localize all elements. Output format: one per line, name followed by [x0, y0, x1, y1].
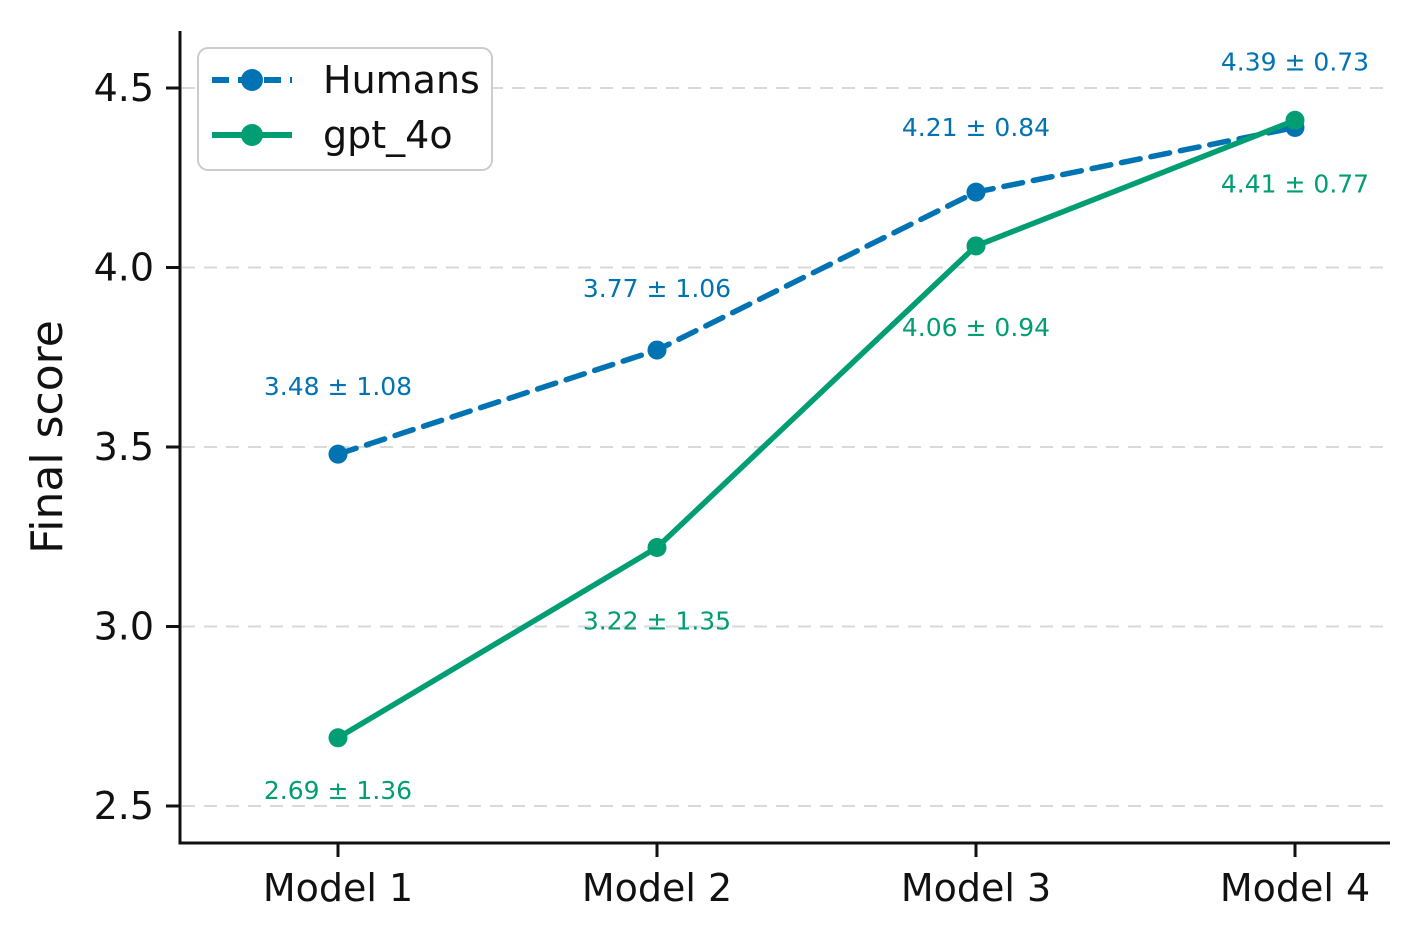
- data-point-gpt_4o: [966, 236, 986, 256]
- data-point-gpt_4o: [647, 538, 667, 558]
- legend-item-gpt-4o: gpt_4o: [212, 113, 453, 157]
- y-tick-label: 2.5: [94, 784, 154, 828]
- point-label-gpt_4o: 3.22 ± 1.35: [583, 607, 731, 636]
- point-label-humans: 4.21 ± 0.84: [902, 113, 1050, 142]
- y-tick-label: 3.5: [94, 425, 154, 469]
- y-tick-label: 3.0: [94, 605, 154, 649]
- plot-area: 2.5 3.0 3.5 4.0 4.5 Model 1 Model 2 Model 3 Mode…: [94, 31, 1390, 910]
- y-tick-label: 4.0: [94, 246, 154, 290]
- x-tick-label: Model 2: [582, 866, 732, 910]
- point-label-humans: 3.77 ± 1.06: [583, 274, 731, 303]
- series-line-gpt_4o: [335, 117, 1298, 741]
- x-tick-label: Model 4: [1220, 866, 1370, 910]
- legend-label-gpt-4o: gpt_4o: [323, 113, 453, 157]
- data-point-gpt_4o: [328, 728, 348, 748]
- data-point-humans: [966, 182, 986, 202]
- data-point-gpt_4o: [1285, 110, 1305, 130]
- x-tick-label: Model 1: [263, 866, 413, 910]
- legend: Humans gpt_4o: [197, 47, 493, 171]
- legend-label-humans: Humans: [323, 58, 480, 102]
- legend-item-humans: Humans: [212, 58, 480, 102]
- y-tick-label: 4.5: [94, 66, 154, 110]
- point-label-humans: 3.48 ± 1.08: [264, 372, 412, 401]
- point-label-humans: 4.39 ± 0.73: [1221, 47, 1369, 76]
- legend-marker-gpt-4o-icon: [241, 124, 263, 146]
- x-tick-label: Model 3: [901, 866, 1051, 910]
- data-point-humans: [647, 340, 667, 360]
- data-point-humans: [328, 444, 348, 464]
- point-label-gpt_4o: 4.41 ± 0.77: [1221, 169, 1369, 198]
- y-axis-label: Final score: [22, 320, 73, 554]
- point-label-gpt_4o: 4.06 ± 0.94: [902, 313, 1050, 342]
- legend-marker-humans-icon: [241, 69, 263, 91]
- point-label-gpt_4o: 2.69 ± 1.36: [264, 776, 412, 805]
- series-line-humans: [335, 124, 1298, 457]
